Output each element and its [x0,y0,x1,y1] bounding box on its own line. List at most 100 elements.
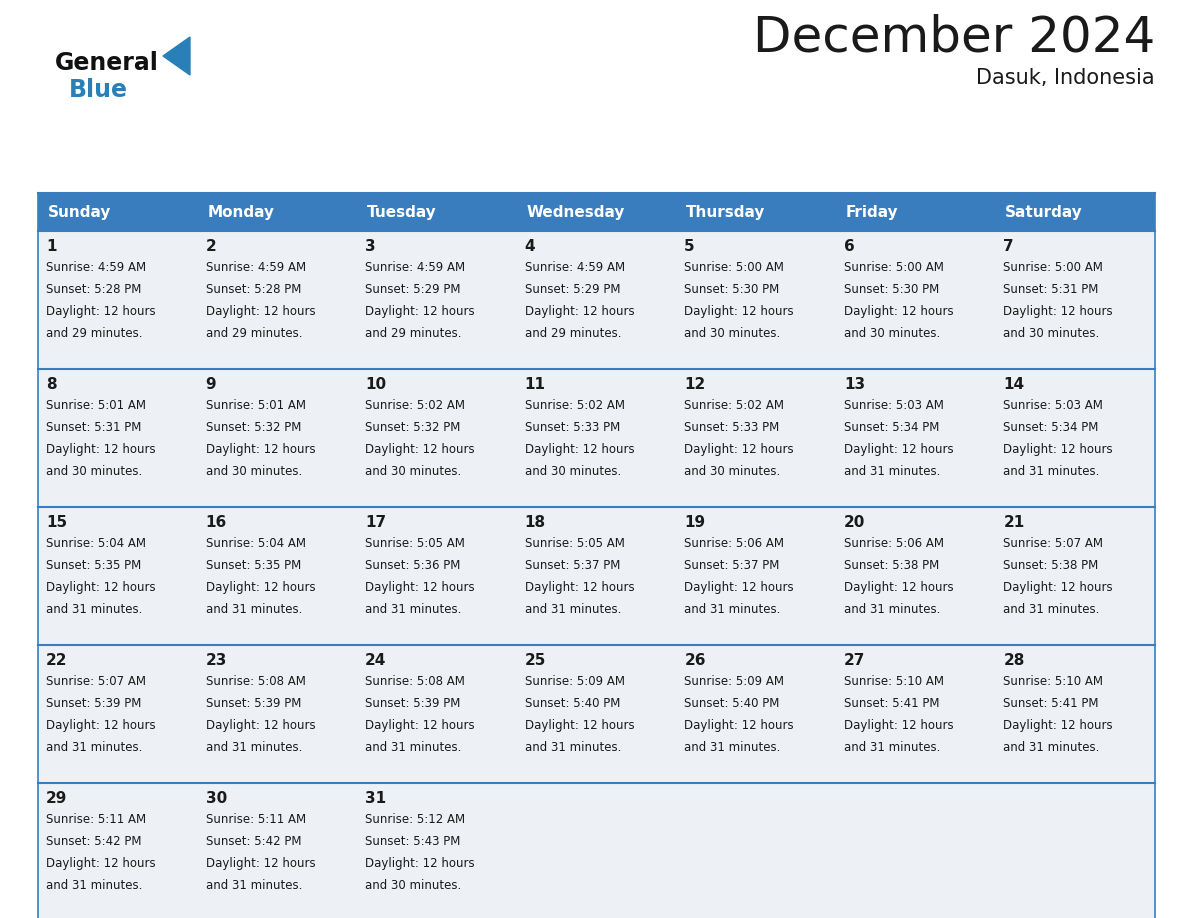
Bar [836,231,996,369]
Text: and 31 minutes.: and 31 minutes. [46,603,143,616]
Bar [197,507,358,645]
Text: Sunrise: 4:59 AM: Sunrise: 4:59 AM [365,261,466,274]
Bar [197,231,358,369]
Text: 12: 12 [684,377,706,392]
Bar [358,193,517,231]
Text: Blue: Blue [69,78,128,102]
Text: 1: 1 [46,239,57,254]
Bar [38,783,197,918]
Text: Wednesday: Wednesday [526,205,625,219]
Text: and 31 minutes.: and 31 minutes. [1004,603,1100,616]
Bar [38,193,197,231]
Text: 22: 22 [46,653,68,668]
Text: Sunrise: 4:59 AM: Sunrise: 4:59 AM [525,261,625,274]
Bar [358,507,517,645]
Text: and 30 minutes.: and 30 minutes. [684,327,781,340]
Text: Sunday: Sunday [48,205,110,219]
Text: Sunrise: 5:03 AM: Sunrise: 5:03 AM [843,399,943,412]
Text: Daylight: 12 hours: Daylight: 12 hours [365,857,475,870]
Text: Sunset: 5:41 PM: Sunset: 5:41 PM [843,697,940,710]
Text: and 31 minutes.: and 31 minutes. [843,741,940,754]
Text: Sunset: 5:29 PM: Sunset: 5:29 PM [365,283,461,296]
Text: Daylight: 12 hours: Daylight: 12 hours [525,305,634,318]
Text: Sunset: 5:28 PM: Sunset: 5:28 PM [46,283,141,296]
Text: Sunset: 5:39 PM: Sunset: 5:39 PM [365,697,461,710]
Text: 29: 29 [46,791,68,806]
Text: Sunrise: 5:10 AM: Sunrise: 5:10 AM [843,675,943,688]
Text: Sunrise: 5:09 AM: Sunrise: 5:09 AM [684,675,784,688]
Text: Sunset: 5:37 PM: Sunset: 5:37 PM [684,559,779,572]
Text: and 31 minutes.: and 31 minutes. [525,603,621,616]
Text: 16: 16 [206,515,227,530]
Text: Sunset: 5:40 PM: Sunset: 5:40 PM [525,697,620,710]
Text: Sunrise: 5:02 AM: Sunrise: 5:02 AM [365,399,466,412]
Text: Sunset: 5:39 PM: Sunset: 5:39 PM [206,697,301,710]
Bar [517,783,676,918]
Text: and 30 minutes.: and 30 minutes. [1004,327,1100,340]
Text: and 31 minutes.: and 31 minutes. [365,741,461,754]
Text: and 31 minutes.: and 31 minutes. [206,603,302,616]
Text: General: General [55,51,159,75]
Text: Tuesday: Tuesday [367,205,436,219]
Text: and 31 minutes.: and 31 minutes. [843,603,940,616]
Text: Sunrise: 5:07 AM: Sunrise: 5:07 AM [46,675,146,688]
Text: Sunrise: 5:00 AM: Sunrise: 5:00 AM [684,261,784,274]
Text: Sunset: 5:35 PM: Sunset: 5:35 PM [206,559,301,572]
Text: Daylight: 12 hours: Daylight: 12 hours [525,443,634,456]
Text: Sunset: 5:28 PM: Sunset: 5:28 PM [206,283,301,296]
Bar [836,507,996,645]
Bar [38,231,197,369]
Text: Sunset: 5:34 PM: Sunset: 5:34 PM [843,421,940,434]
Text: 15: 15 [46,515,67,530]
Bar [996,193,1155,231]
Text: Sunrise: 5:05 AM: Sunrise: 5:05 AM [365,537,465,550]
Text: 10: 10 [365,377,386,392]
Text: Thursday: Thursday [685,205,765,219]
Bar [358,231,517,369]
Text: and 29 minutes.: and 29 minutes. [206,327,302,340]
Text: Sunrise: 5:12 AM: Sunrise: 5:12 AM [365,813,466,826]
Text: 19: 19 [684,515,706,530]
Text: Daylight: 12 hours: Daylight: 12 hours [206,305,315,318]
Text: Sunset: 5:30 PM: Sunset: 5:30 PM [684,283,779,296]
Text: Sunset: 5:38 PM: Sunset: 5:38 PM [1004,559,1099,572]
Text: Sunset: 5:43 PM: Sunset: 5:43 PM [365,835,461,848]
Text: Daylight: 12 hours: Daylight: 12 hours [684,581,794,594]
Bar [676,193,836,231]
Text: and 31 minutes.: and 31 minutes. [206,741,302,754]
Text: Sunset: 5:38 PM: Sunset: 5:38 PM [843,559,939,572]
Text: and 31 minutes.: and 31 minutes. [525,741,621,754]
Text: Sunrise: 5:08 AM: Sunrise: 5:08 AM [365,675,465,688]
Text: and 30 minutes.: and 30 minutes. [843,327,940,340]
Text: Daylight: 12 hours: Daylight: 12 hours [46,581,156,594]
Text: and 31 minutes.: and 31 minutes. [1004,741,1100,754]
Text: Sunrise: 5:09 AM: Sunrise: 5:09 AM [525,675,625,688]
Bar [836,193,996,231]
Text: 9: 9 [206,377,216,392]
Text: and 31 minutes.: and 31 minutes. [46,879,143,892]
Text: Sunrise: 5:03 AM: Sunrise: 5:03 AM [1004,399,1104,412]
Text: 4: 4 [525,239,536,254]
Text: Daylight: 12 hours: Daylight: 12 hours [843,719,954,732]
Text: Daylight: 12 hours: Daylight: 12 hours [843,305,954,318]
Text: Sunrise: 5:04 AM: Sunrise: 5:04 AM [206,537,305,550]
Bar [38,369,197,507]
Text: Daylight: 12 hours: Daylight: 12 hours [46,443,156,456]
Text: Daylight: 12 hours: Daylight: 12 hours [1004,581,1113,594]
Text: Sunset: 5:30 PM: Sunset: 5:30 PM [843,283,939,296]
Text: Daylight: 12 hours: Daylight: 12 hours [46,305,156,318]
Text: Daylight: 12 hours: Daylight: 12 hours [206,857,315,870]
Text: Daylight: 12 hours: Daylight: 12 hours [365,719,475,732]
Text: Sunrise: 5:04 AM: Sunrise: 5:04 AM [46,537,146,550]
Text: Sunrise: 5:00 AM: Sunrise: 5:00 AM [1004,261,1104,274]
Text: and 31 minutes.: and 31 minutes. [206,879,302,892]
Bar [996,369,1155,507]
Text: Daylight: 12 hours: Daylight: 12 hours [1004,305,1113,318]
Polygon shape [163,37,190,75]
Text: and 30 minutes.: and 30 minutes. [525,465,621,478]
Text: and 31 minutes.: and 31 minutes. [1004,465,1100,478]
Bar [197,369,358,507]
Text: Sunset: 5:41 PM: Sunset: 5:41 PM [1004,697,1099,710]
Text: 11: 11 [525,377,545,392]
Bar [358,783,517,918]
